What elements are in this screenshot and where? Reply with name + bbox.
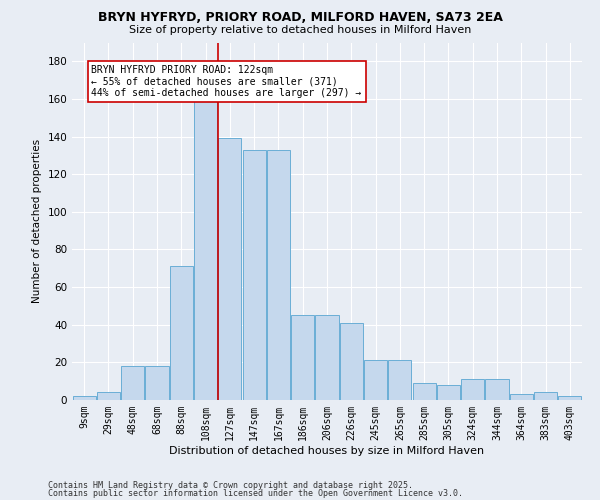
X-axis label: Distribution of detached houses by size in Milford Haven: Distribution of detached houses by size … xyxy=(169,446,485,456)
Text: Contains HM Land Registry data © Crown copyright and database right 2025.: Contains HM Land Registry data © Crown c… xyxy=(48,481,413,490)
Bar xyxy=(316,316,338,400)
Bar xyxy=(510,394,533,400)
Bar xyxy=(437,385,460,400)
Bar xyxy=(170,266,193,400)
Bar xyxy=(194,97,217,400)
Bar xyxy=(291,316,314,400)
Text: Contains public sector information licensed under the Open Government Licence v3: Contains public sector information licen… xyxy=(48,490,463,498)
Bar xyxy=(485,380,509,400)
Bar xyxy=(388,360,412,400)
Bar xyxy=(267,150,290,400)
Y-axis label: Number of detached properties: Number of detached properties xyxy=(32,139,42,304)
Text: BRYN HYFRYD PRIORY ROAD: 122sqm
← 55% of detached houses are smaller (371)
44% o: BRYN HYFRYD PRIORY ROAD: 122sqm ← 55% of… xyxy=(91,65,362,98)
Bar xyxy=(73,396,95,400)
Bar xyxy=(461,380,484,400)
Bar xyxy=(97,392,120,400)
Text: Size of property relative to detached houses in Milford Haven: Size of property relative to detached ho… xyxy=(129,25,471,35)
Bar xyxy=(559,396,581,400)
Bar xyxy=(242,150,266,400)
Bar xyxy=(364,360,387,400)
Bar xyxy=(145,366,169,400)
Bar xyxy=(534,392,557,400)
Bar xyxy=(340,323,363,400)
Bar xyxy=(121,366,144,400)
Bar xyxy=(218,138,241,400)
Bar xyxy=(413,383,436,400)
Text: BRYN HYFRYD, PRIORY ROAD, MILFORD HAVEN, SA73 2EA: BRYN HYFRYD, PRIORY ROAD, MILFORD HAVEN,… xyxy=(98,11,502,24)
